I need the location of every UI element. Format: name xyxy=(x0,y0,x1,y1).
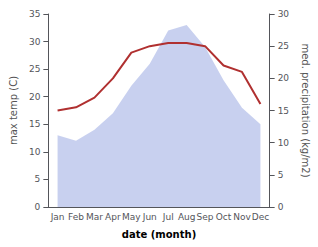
svg-text:Mar: Mar xyxy=(86,212,103,222)
svg-text:Feb: Feb xyxy=(68,212,84,222)
svg-text:30: 30 xyxy=(278,9,290,19)
svg-text:25: 25 xyxy=(29,64,40,74)
svg-text:10: 10 xyxy=(278,138,290,148)
svg-text:Oct: Oct xyxy=(216,212,232,222)
svg-text:15: 15 xyxy=(278,106,289,116)
svg-text:25: 25 xyxy=(278,41,289,51)
svg-text:Jan: Jan xyxy=(50,212,65,222)
svg-text:0: 0 xyxy=(35,202,41,212)
svg-text:0: 0 xyxy=(278,202,284,212)
svg-text:5: 5 xyxy=(35,174,41,184)
svg-text:May: May xyxy=(122,212,141,222)
svg-text:max temp (C): max temp (C) xyxy=(8,76,19,145)
svg-text:med. precipitation (kg/m2): med. precipitation (kg/m2) xyxy=(300,43,311,177)
svg-text:20: 20 xyxy=(278,73,290,83)
svg-text:5: 5 xyxy=(278,170,284,180)
svg-text:date (month): date (month) xyxy=(122,229,196,240)
svg-text:20: 20 xyxy=(29,92,41,102)
svg-text:30: 30 xyxy=(29,37,41,47)
svg-text:Aug: Aug xyxy=(178,212,196,222)
svg-text:Apr: Apr xyxy=(105,212,121,222)
svg-text:35: 35 xyxy=(29,9,40,19)
svg-text:10: 10 xyxy=(29,147,41,157)
svg-text:15: 15 xyxy=(29,119,40,129)
svg-text:Jun: Jun xyxy=(142,212,157,222)
svg-text:Nov: Nov xyxy=(233,212,251,222)
svg-text:Jul: Jul xyxy=(162,212,174,222)
svg-text:Sep: Sep xyxy=(197,212,214,222)
svg-text:Dec: Dec xyxy=(252,212,269,222)
